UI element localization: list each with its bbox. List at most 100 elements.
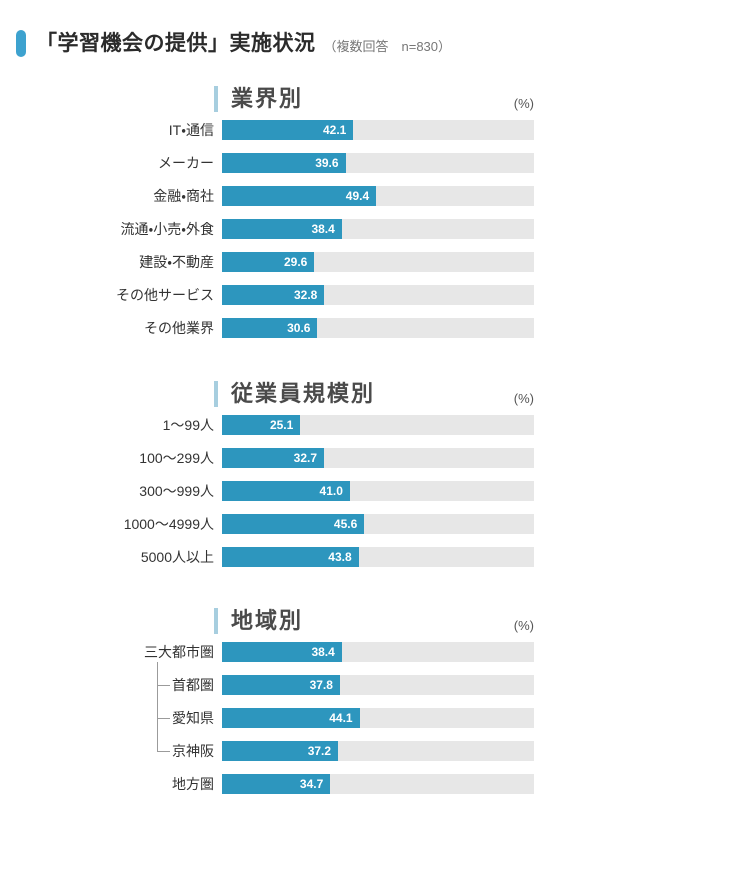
bar-track: 30.6 [222,318,534,338]
bar-row: 100～299人 32.7 [0,448,741,468]
bar-track: 49.4 [222,186,534,206]
bar-row: メーカー 39.6 [0,153,741,173]
category-label: 愛知県 [172,710,214,726]
bar-row: 三大都市圏 38.4 [0,642,741,662]
category-label: 地方圏 [172,776,214,792]
section-accent-bar-icon [214,86,218,112]
bar-fill: 38.4 [222,642,342,662]
bar-fill: 43.8 [222,547,359,567]
bar-row: 流通・小売・外食 38.4 [0,219,741,239]
category-label: 流通・小売・外食 [120,221,214,237]
chart-section-region: 地域別 (%) 三大都市圏 38.4 首都圏 37.8 愛知県 44.1 京神阪 37.2 地方… [0,608,741,794]
bar-value-label: 37.8 [309,678,333,692]
unit-label: (%) [513,391,534,406]
bar-track: 38.4 [222,219,534,239]
section-title: 地域別 [231,608,304,633]
bar-rows-industry: IT・通信 42.1 メーカー 39.6 金融・商社 49.4 流通・小売・外食 38.4 建設… [0,120,741,338]
bar-value-label: 38.4 [311,645,335,659]
bar-row: 1000～4999人 45.6 [0,514,741,534]
category-label: 三大都市圏 [144,644,214,660]
bar-row: 金融・商社 49.4 [0,186,741,206]
category-label: 1000～4999人 [123,516,214,532]
bar-value-label: 49.4 [345,189,370,203]
bar-value-label: 38.4 [311,222,335,236]
bar-fill: 39.6 [222,153,346,173]
bar-fill: 45.6 [222,514,365,534]
bar-row: 300～999人 41.0 [0,481,741,501]
category-label: 5000人以上 [140,549,214,565]
bar-value-label: 42.1 [322,123,347,137]
bar-value-label: 32.7 [293,451,318,465]
bar-track: 39.6 [222,153,534,173]
bar-track: 37.8 [222,675,534,695]
bar-fill: 32.7 [222,448,325,468]
section-header-company-size: 従業員規模別 (%) [214,381,534,407]
bar-row: 地方圏 34.7 [0,774,741,794]
chart-section-company-size: 従業員規模別 (%) 1～99人 25.1 100～299人 32.7 300～999人… [0,381,741,567]
bar-fill: 25.1 [222,415,301,435]
category-label: その他業界 [144,320,214,336]
category-label: IT・通信 [168,122,214,138]
section-accent-bar-icon [214,381,218,407]
bar-value-label: 34.7 [299,777,324,791]
category-label: 建設・不動産 [139,254,214,270]
category-label: 首都圏 [172,677,214,693]
page-title: 「学習機会の提供」実施状況 [36,32,316,55]
bar-value-label: 29.6 [283,255,308,269]
bar-rows-company-size: 1～99人 25.1 100～299人 32.7 300～999人 41.0 1000～49… [0,415,741,567]
bar-fill: 37.2 [222,741,339,761]
category-label: 金融・商社 [153,188,214,204]
bar-track: 41.0 [222,481,534,501]
bar-track: 43.8 [222,547,534,567]
bar-track: 32.8 [222,285,534,305]
bar-track: 45.6 [222,514,534,534]
bar-track: 34.7 [222,774,534,794]
bar-value-label: 32.8 [293,288,318,302]
section-header-industry: 業界別 (%) [214,86,534,112]
page-subtitle: （複数回答 n=830） [323,38,452,54]
bar-track: 42.1 [222,120,534,140]
bar-value-label: 44.1 [329,711,353,725]
section-title: 従業員規模別 [231,381,376,406]
bar-fill: 30.6 [222,318,318,338]
bar-track: 37.2 [222,741,534,761]
bar-track: 25.1 [222,415,534,435]
bar-value-label: 30.6 [287,321,311,335]
bar-row: 1～99人 25.1 [0,415,741,435]
bar-row: その他サービス 32.8 [0,285,741,305]
bar-row: その他業界 30.6 [0,318,741,338]
bar-fill: 34.7 [222,774,331,794]
section-header-region: 地域別 (%) [214,608,534,634]
category-label: 300～999人 [139,483,214,499]
category-label: メーカー [158,155,214,171]
bar-value-label: 25.1 [269,418,294,432]
bar-fill: 49.4 [222,186,377,206]
section-title: 業界別 [231,86,304,111]
chart-section-industry: 業界別 (%) IT・通信 42.1 メーカー 39.6 金融・商社 49.4 流通・小売・… [0,86,741,338]
bar-fill: 37.8 [222,675,340,695]
category-label: その他サービス [116,287,214,303]
section-accent-bar-icon [214,608,218,634]
category-label: 京神阪 [172,743,214,759]
bar-row: 5000人以上 43.8 [0,547,741,567]
bar-track: 44.1 [222,708,534,728]
bar-rows-region: 三大都市圏 38.4 首都圏 37.8 愛知県 44.1 京神阪 37.2 地方圏 34.7 [0,642,741,794]
title-accent-bar-icon [16,30,26,57]
bar-value-label: 43.8 [328,550,352,564]
bar-fill: 29.6 [222,252,315,272]
page-title-row: 「学習機会の提供」実施状況 （複数回答 n=830） [16,30,741,57]
bar-value-label: 39.6 [315,156,339,170]
bar-fill: 38.4 [222,219,342,239]
bar-row: 建設・不動産 29.6 [0,252,741,272]
bar-value-label: 37.2 [307,744,332,758]
bar-track: 32.7 [222,448,534,468]
bar-value-label: 45.6 [333,517,358,531]
bar-track: 29.6 [222,252,534,272]
bar-value-label: 41.0 [319,484,343,498]
tree-connector-line [157,662,158,751]
bar-fill: 44.1 [222,708,360,728]
unit-label: (%) [513,618,534,633]
category-label: 1～99人 [162,417,214,433]
bar-fill: 32.8 [222,285,325,305]
bar-row: 愛知県 44.1 [0,708,741,728]
